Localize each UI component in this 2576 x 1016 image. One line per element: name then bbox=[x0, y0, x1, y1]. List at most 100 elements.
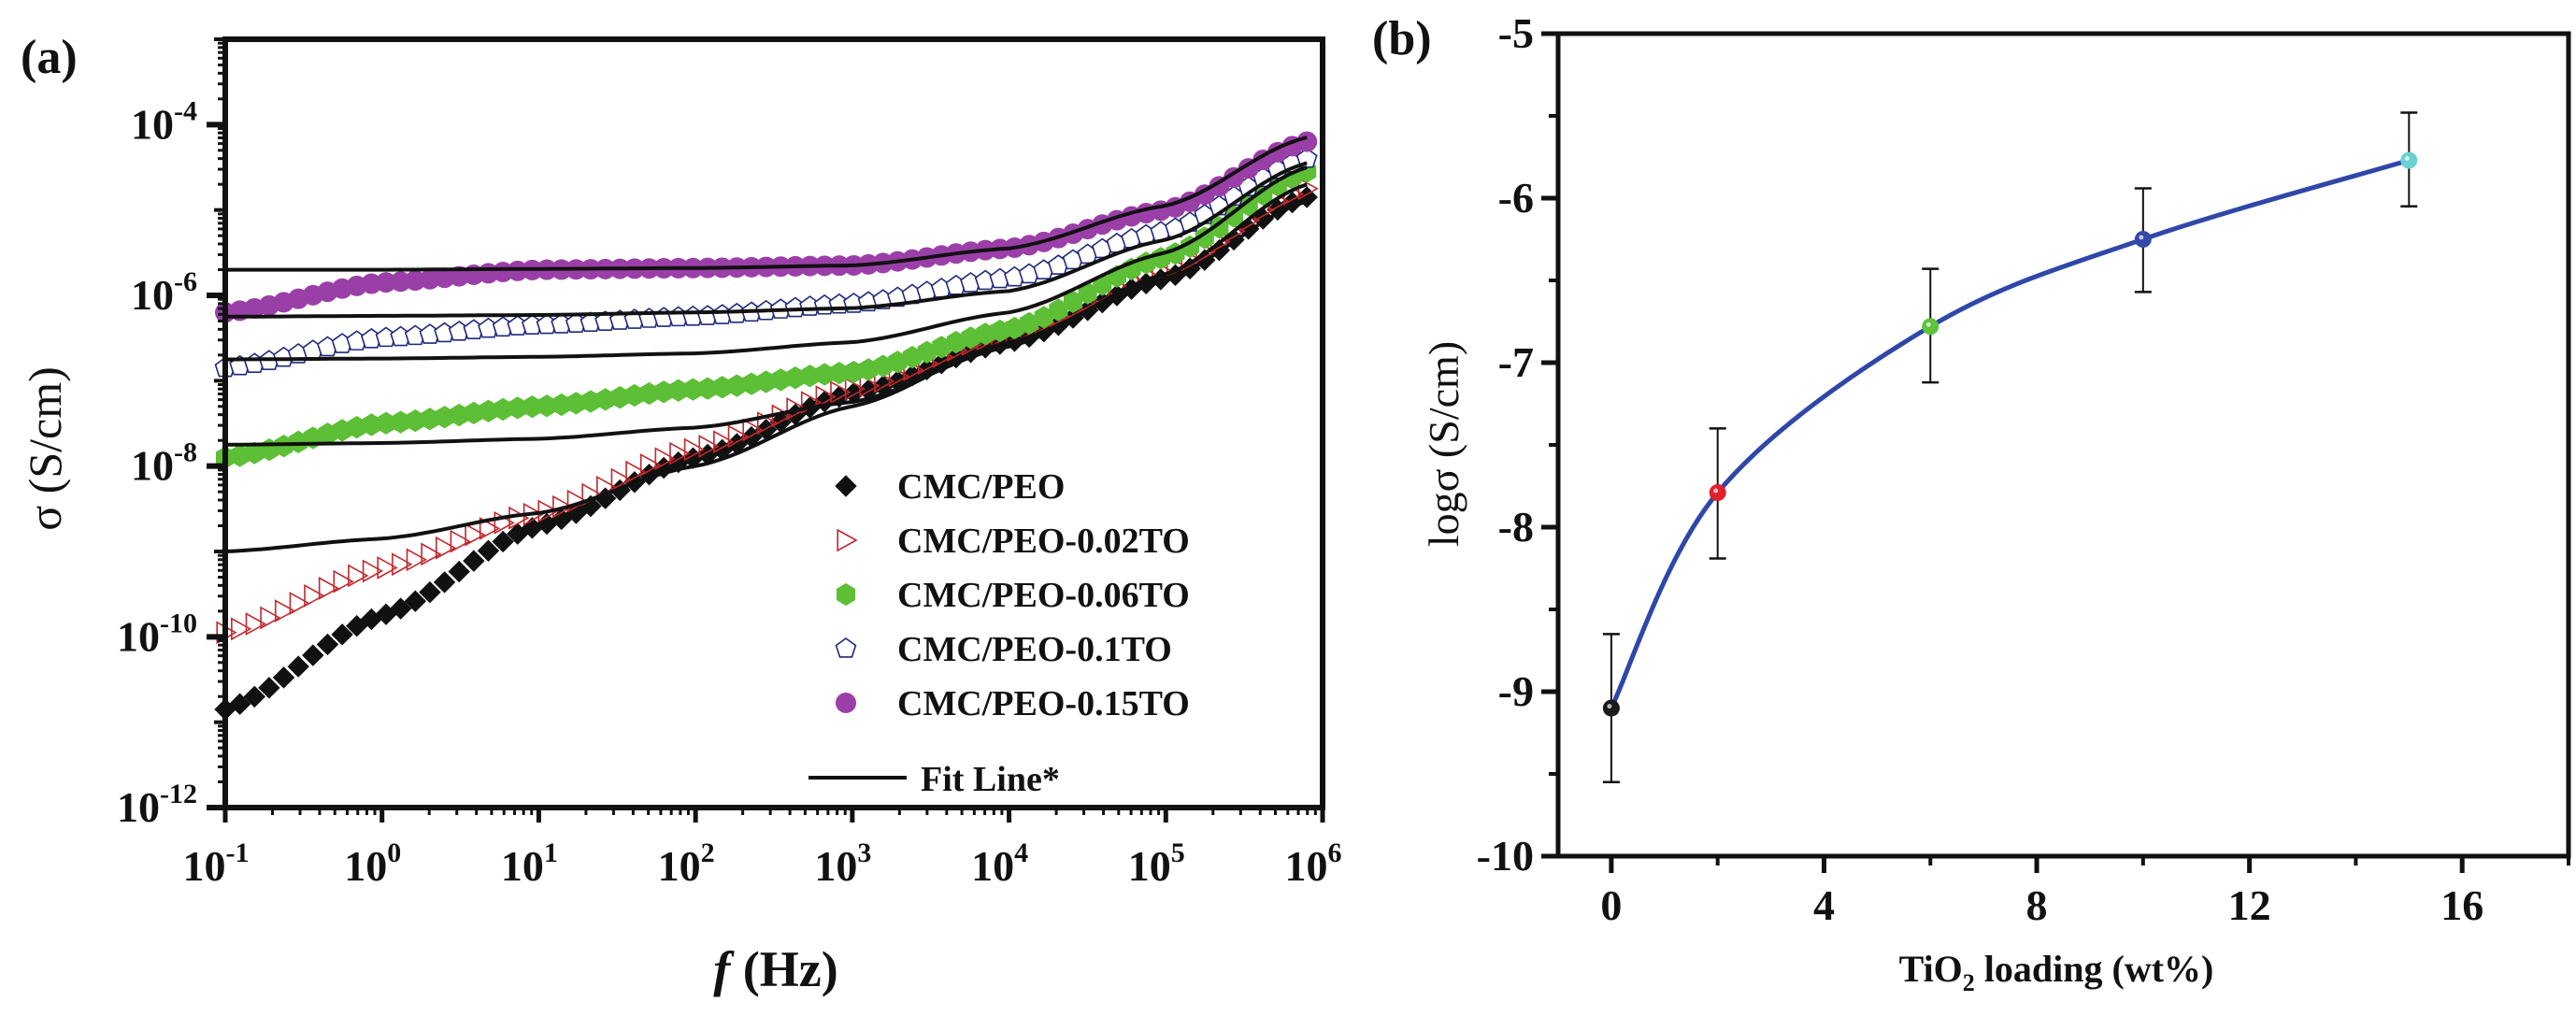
data-point bbox=[260, 606, 281, 630]
tick-base: 10 bbox=[183, 842, 226, 890]
y-tick-label: 10-4 bbox=[131, 95, 197, 148]
tick-base: 10 bbox=[117, 783, 160, 831]
x-tick-label: 0 bbox=[1600, 881, 1622, 929]
legend-marker bbox=[836, 693, 856, 713]
panel-a-plot-frame bbox=[222, 36, 1325, 810]
fit-line bbox=[225, 182, 1308, 447]
data-point-highlight bbox=[2404, 156, 2410, 162]
data-point bbox=[419, 580, 441, 604]
data-point bbox=[830, 380, 852, 405]
data-point-highlight bbox=[1607, 704, 1612, 709]
data-point bbox=[507, 260, 528, 281]
fit-line bbox=[224, 199, 1308, 553]
data-point bbox=[493, 262, 514, 283]
data-point bbox=[654, 447, 676, 471]
data-point bbox=[669, 441, 691, 465]
data-point bbox=[346, 615, 368, 637]
data-point bbox=[243, 685, 265, 708]
fit-line bbox=[225, 136, 1308, 272]
data-point bbox=[274, 599, 296, 622]
data-point bbox=[228, 693, 251, 715]
tick-exponent: 2 bbox=[701, 837, 715, 868]
data-point bbox=[844, 377, 866, 401]
legend-marker bbox=[836, 582, 856, 607]
data-point bbox=[639, 453, 662, 477]
data-point bbox=[2400, 151, 2418, 169]
legend-label: Fit Line* bbox=[921, 760, 1060, 799]
tick-exponent: -6 bbox=[174, 266, 197, 297]
data-point bbox=[433, 571, 456, 594]
y-tick-label: -5 bbox=[1498, 9, 1534, 57]
x-tick-label: 16 bbox=[2440, 881, 2483, 929]
tick-base: 10 bbox=[131, 100, 174, 148]
x-tick-label: 100 bbox=[344, 837, 401, 890]
panel-b-trend-line bbox=[1609, 158, 2411, 709]
data-point bbox=[389, 597, 412, 620]
tick-base: 10 bbox=[971, 842, 1014, 890]
x-tick-label: 102 bbox=[658, 837, 715, 890]
x-tick-label: 101 bbox=[501, 837, 558, 890]
tick-exponent: -10 bbox=[160, 608, 197, 638]
data-point bbox=[683, 437, 706, 462]
data-point bbox=[287, 655, 309, 678]
panel-b-label: (b) bbox=[1372, 12, 1432, 65]
data-point bbox=[625, 460, 647, 484]
tick-base: 10 bbox=[117, 612, 160, 660]
tick-base: 10 bbox=[814, 842, 857, 890]
panel-b-y-ticks: -5 -6 -7 -8 -9 -10 bbox=[1477, 9, 1558, 880]
data-point-highlight bbox=[1713, 488, 1719, 494]
series-cmc-peo-0-15to bbox=[215, 131, 1318, 323]
legend-label: CMC/PEO-0.06TO bbox=[897, 576, 1190, 615]
legend-marker bbox=[835, 475, 857, 497]
tick-exponent: 1 bbox=[544, 837, 558, 868]
data-point bbox=[479, 517, 501, 540]
panel-a-fit-lines bbox=[224, 136, 1308, 553]
legend-label: CMC/PEO bbox=[897, 467, 1065, 507]
x-tick-label: 103 bbox=[814, 837, 871, 890]
data-point bbox=[742, 418, 764, 442]
series-cmc-peo-0-1to bbox=[214, 147, 1318, 378]
series-cmc-peo-0-02to bbox=[216, 177, 1319, 645]
data-point bbox=[492, 530, 514, 553]
x-axis-title-unit: (Hz) bbox=[730, 941, 837, 997]
data-point bbox=[404, 590, 427, 612]
legend-label: CMC/PEO-0.15TO bbox=[897, 684, 1190, 723]
data-point bbox=[304, 583, 325, 608]
x-tick-label: 105 bbox=[1128, 837, 1185, 890]
legend-marker bbox=[835, 637, 857, 658]
data-point bbox=[318, 577, 340, 600]
data-point bbox=[450, 529, 471, 553]
tick-base: 10 bbox=[501, 842, 544, 890]
y-tick-label: 10-12 bbox=[117, 779, 197, 831]
data-point bbox=[435, 536, 457, 560]
data-point bbox=[331, 623, 353, 646]
x-axis-title-prefix: TiO bbox=[1899, 948, 1963, 990]
data-point bbox=[1709, 484, 1726, 502]
fit-line bbox=[225, 165, 1308, 362]
data-point bbox=[2134, 231, 2152, 248]
data-point bbox=[245, 612, 266, 636]
data-point bbox=[1602, 699, 1620, 717]
data-point-highlight bbox=[1925, 322, 1931, 327]
tick-base: 10 bbox=[1128, 842, 1171, 890]
legend-marker bbox=[837, 528, 858, 552]
series-cmc-peo-0-06to bbox=[215, 160, 1317, 469]
y-tick-label: -10 bbox=[1477, 832, 1534, 880]
x-tick-label: 8 bbox=[2026, 881, 2048, 929]
panel-a-x-axis-title: f (Hz) bbox=[713, 941, 837, 997]
legend-label: CMC/PEO-0.02TO bbox=[897, 522, 1190, 561]
panel-a-x-ticks: 10-1 100 101 102 103 104 105 106 bbox=[183, 808, 1342, 890]
y-tick-label: 10-8 bbox=[131, 437, 197, 490]
data-point bbox=[316, 633, 339, 656]
tick-exponent: 5 bbox=[1171, 837, 1185, 868]
panel-b-x-axis-title: TiO2 loading (wt%) bbox=[1899, 948, 2214, 996]
data-point bbox=[302, 644, 324, 666]
tick-base: 10 bbox=[344, 842, 387, 890]
data-point bbox=[465, 522, 486, 547]
data-point bbox=[377, 556, 398, 580]
data-point bbox=[272, 666, 295, 689]
data-point bbox=[698, 435, 720, 458]
data-point bbox=[390, 271, 411, 293]
data-point bbox=[786, 397, 808, 421]
